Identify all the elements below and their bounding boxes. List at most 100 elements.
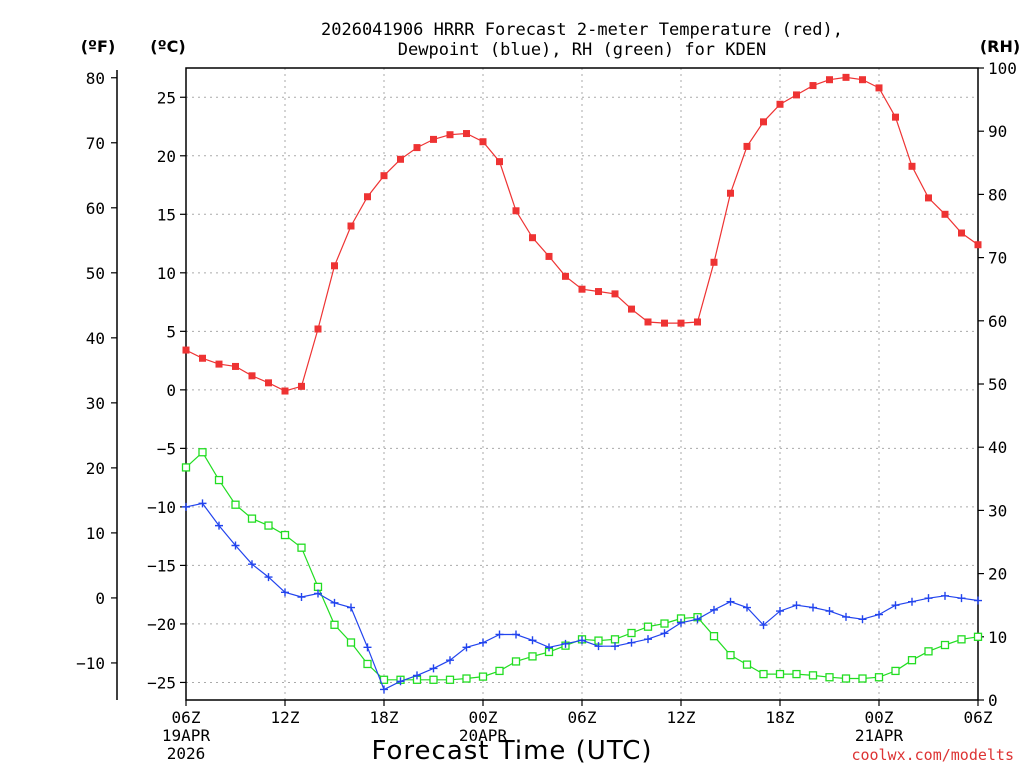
temperature-point xyxy=(562,272,569,280)
celsius-tick-label: 5 xyxy=(166,322,176,341)
dewpoint-point xyxy=(198,499,207,508)
temperature-line xyxy=(185,76,979,392)
dewpoint-point xyxy=(446,656,454,665)
dewpoint-point xyxy=(677,618,685,627)
temperature-point xyxy=(496,158,503,166)
rh-point xyxy=(660,619,669,628)
time-tick-label: 06Z xyxy=(172,708,201,727)
rh-point xyxy=(792,669,801,679)
rh-point xyxy=(445,675,455,684)
dewpoint-point xyxy=(792,601,801,610)
dewpoint-point xyxy=(611,642,619,651)
celsius-tick-label: 10 xyxy=(157,264,176,283)
dewpoint-point xyxy=(891,601,900,610)
celsius-tick-label: 0 xyxy=(166,381,176,400)
dewpoint-point xyxy=(528,636,537,645)
temperature-point xyxy=(248,372,256,380)
time-tick-label: 12Z xyxy=(667,708,696,727)
dewpoint-point xyxy=(380,685,388,694)
dewpoint-point xyxy=(330,598,339,607)
temperature-point xyxy=(529,234,536,242)
time-date-label: 20APR xyxy=(459,726,508,745)
rh-point xyxy=(907,656,917,665)
temperature-point xyxy=(958,229,965,237)
rh-point xyxy=(940,640,950,650)
fahrenheit-tick-label: 60 xyxy=(86,199,105,218)
rh-point xyxy=(874,673,884,682)
temperature-point xyxy=(694,318,701,326)
rh-point xyxy=(330,620,339,629)
dewpoint-point xyxy=(627,638,636,647)
dewpoint-point xyxy=(545,643,553,652)
rh-point xyxy=(214,475,224,485)
time-date-label: 19APR xyxy=(162,726,211,745)
celsius-axis: −25 −20 −15 −10 −5 0 5 10 15 20 25 xyxy=(147,88,186,692)
dewpoint-point xyxy=(858,615,867,624)
rh-point xyxy=(759,669,768,679)
dewpoint-point xyxy=(594,642,603,651)
rh-tick-label: 100 xyxy=(988,59,1017,78)
rh-point xyxy=(709,632,719,641)
temperature-point xyxy=(199,354,206,362)
fahrenheit-tick-label: 70 xyxy=(86,134,105,153)
temperature-point xyxy=(941,210,949,218)
temperature-point xyxy=(809,82,817,90)
dewpoint-point xyxy=(561,639,570,648)
rh-point xyxy=(313,582,323,592)
temperature-point xyxy=(314,325,322,333)
rh-point xyxy=(429,675,438,684)
temperature-point xyxy=(479,138,487,146)
temperature-point xyxy=(628,305,635,313)
temperature-point xyxy=(875,84,883,92)
rh-point xyxy=(478,672,488,681)
celsius-tick-label: −10 xyxy=(147,498,176,517)
dewpoint-point xyxy=(759,621,768,630)
dewpoint-point xyxy=(297,593,306,602)
rh-point xyxy=(280,530,290,540)
rh-point xyxy=(247,514,257,523)
rh-point xyxy=(825,673,834,682)
rh-axis: 0 10 20 30 40 50 60 70 80 90 100 xyxy=(978,59,1017,710)
dewpoint-point xyxy=(809,603,817,612)
time-tick-label: 00Z xyxy=(865,708,894,727)
dewpoint-point xyxy=(842,612,850,621)
temperature-point xyxy=(298,382,305,390)
temperature-point xyxy=(578,285,586,293)
fahrenheit-tick-label: 0 xyxy=(95,589,105,608)
temperature-point xyxy=(545,252,553,260)
dewpoint-point xyxy=(363,643,372,652)
temperature-point xyxy=(215,360,223,368)
celsius-tick-label: −15 xyxy=(147,556,176,575)
dewpoint-point xyxy=(512,630,520,639)
temperature-point xyxy=(908,162,916,170)
time-tick-label: 18Z xyxy=(766,708,795,727)
dewpoint-point xyxy=(776,607,784,616)
temperature-point xyxy=(776,100,784,108)
rh-point xyxy=(775,669,785,679)
temperature-point xyxy=(380,172,388,180)
dewpoint-point xyxy=(644,635,652,644)
dewpoint-point xyxy=(429,664,438,673)
temperature-point xyxy=(661,319,668,327)
temperature-point xyxy=(826,76,833,84)
dewpoint-point xyxy=(693,615,702,624)
temperature-point xyxy=(892,113,899,121)
dewpoint-point xyxy=(875,610,883,619)
fahrenheit-unit-label: (ºF) xyxy=(81,37,116,56)
temperature-point xyxy=(347,222,355,230)
rh-point xyxy=(610,635,620,644)
rh-tick-label: 70 xyxy=(988,249,1007,268)
dewpoint-point xyxy=(413,671,421,680)
rh-point xyxy=(297,543,306,552)
fahrenheit-tick-label: −10 xyxy=(76,654,105,673)
rh-point xyxy=(346,638,356,647)
dewpoint-point xyxy=(479,638,487,647)
temperature-series xyxy=(182,73,982,395)
celsius-tick-label: −20 xyxy=(147,615,176,634)
rh-unit-label: (RH) xyxy=(980,37,1020,56)
rh-point xyxy=(742,660,752,669)
rh-point xyxy=(511,657,521,666)
rh-point xyxy=(808,671,818,680)
dewpoint-point xyxy=(462,643,471,652)
